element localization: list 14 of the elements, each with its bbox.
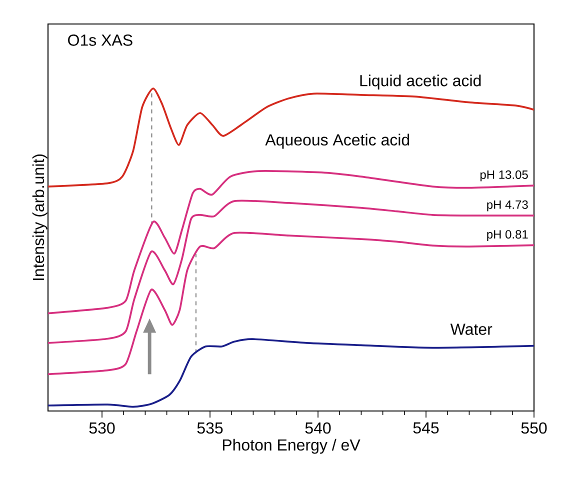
series-label: pH 0.81 [487, 230, 528, 241]
x-tick-label: 550 [521, 422, 547, 434]
x-tick-label: 540 [305, 422, 331, 434]
x-tick-label: 530 [89, 422, 115, 434]
y-axis-title: Intensity (arb.unit) [32, 154, 48, 280]
x-tick-label: 535 [197, 422, 223, 434]
x-tick-label: 545 [413, 422, 439, 434]
series-label: Water [450, 324, 492, 335]
series-label: pH 4.73 [487, 200, 528, 212]
chart-title: O1s XAS [68, 34, 132, 46]
x-axis-title: Photon Energy / eV [222, 438, 360, 454]
annotation: Aqueous Acetic acid [265, 134, 410, 149]
series-label: pH 13.05 [480, 170, 528, 182]
series-label: Liquid acetic acid [360, 74, 481, 90]
